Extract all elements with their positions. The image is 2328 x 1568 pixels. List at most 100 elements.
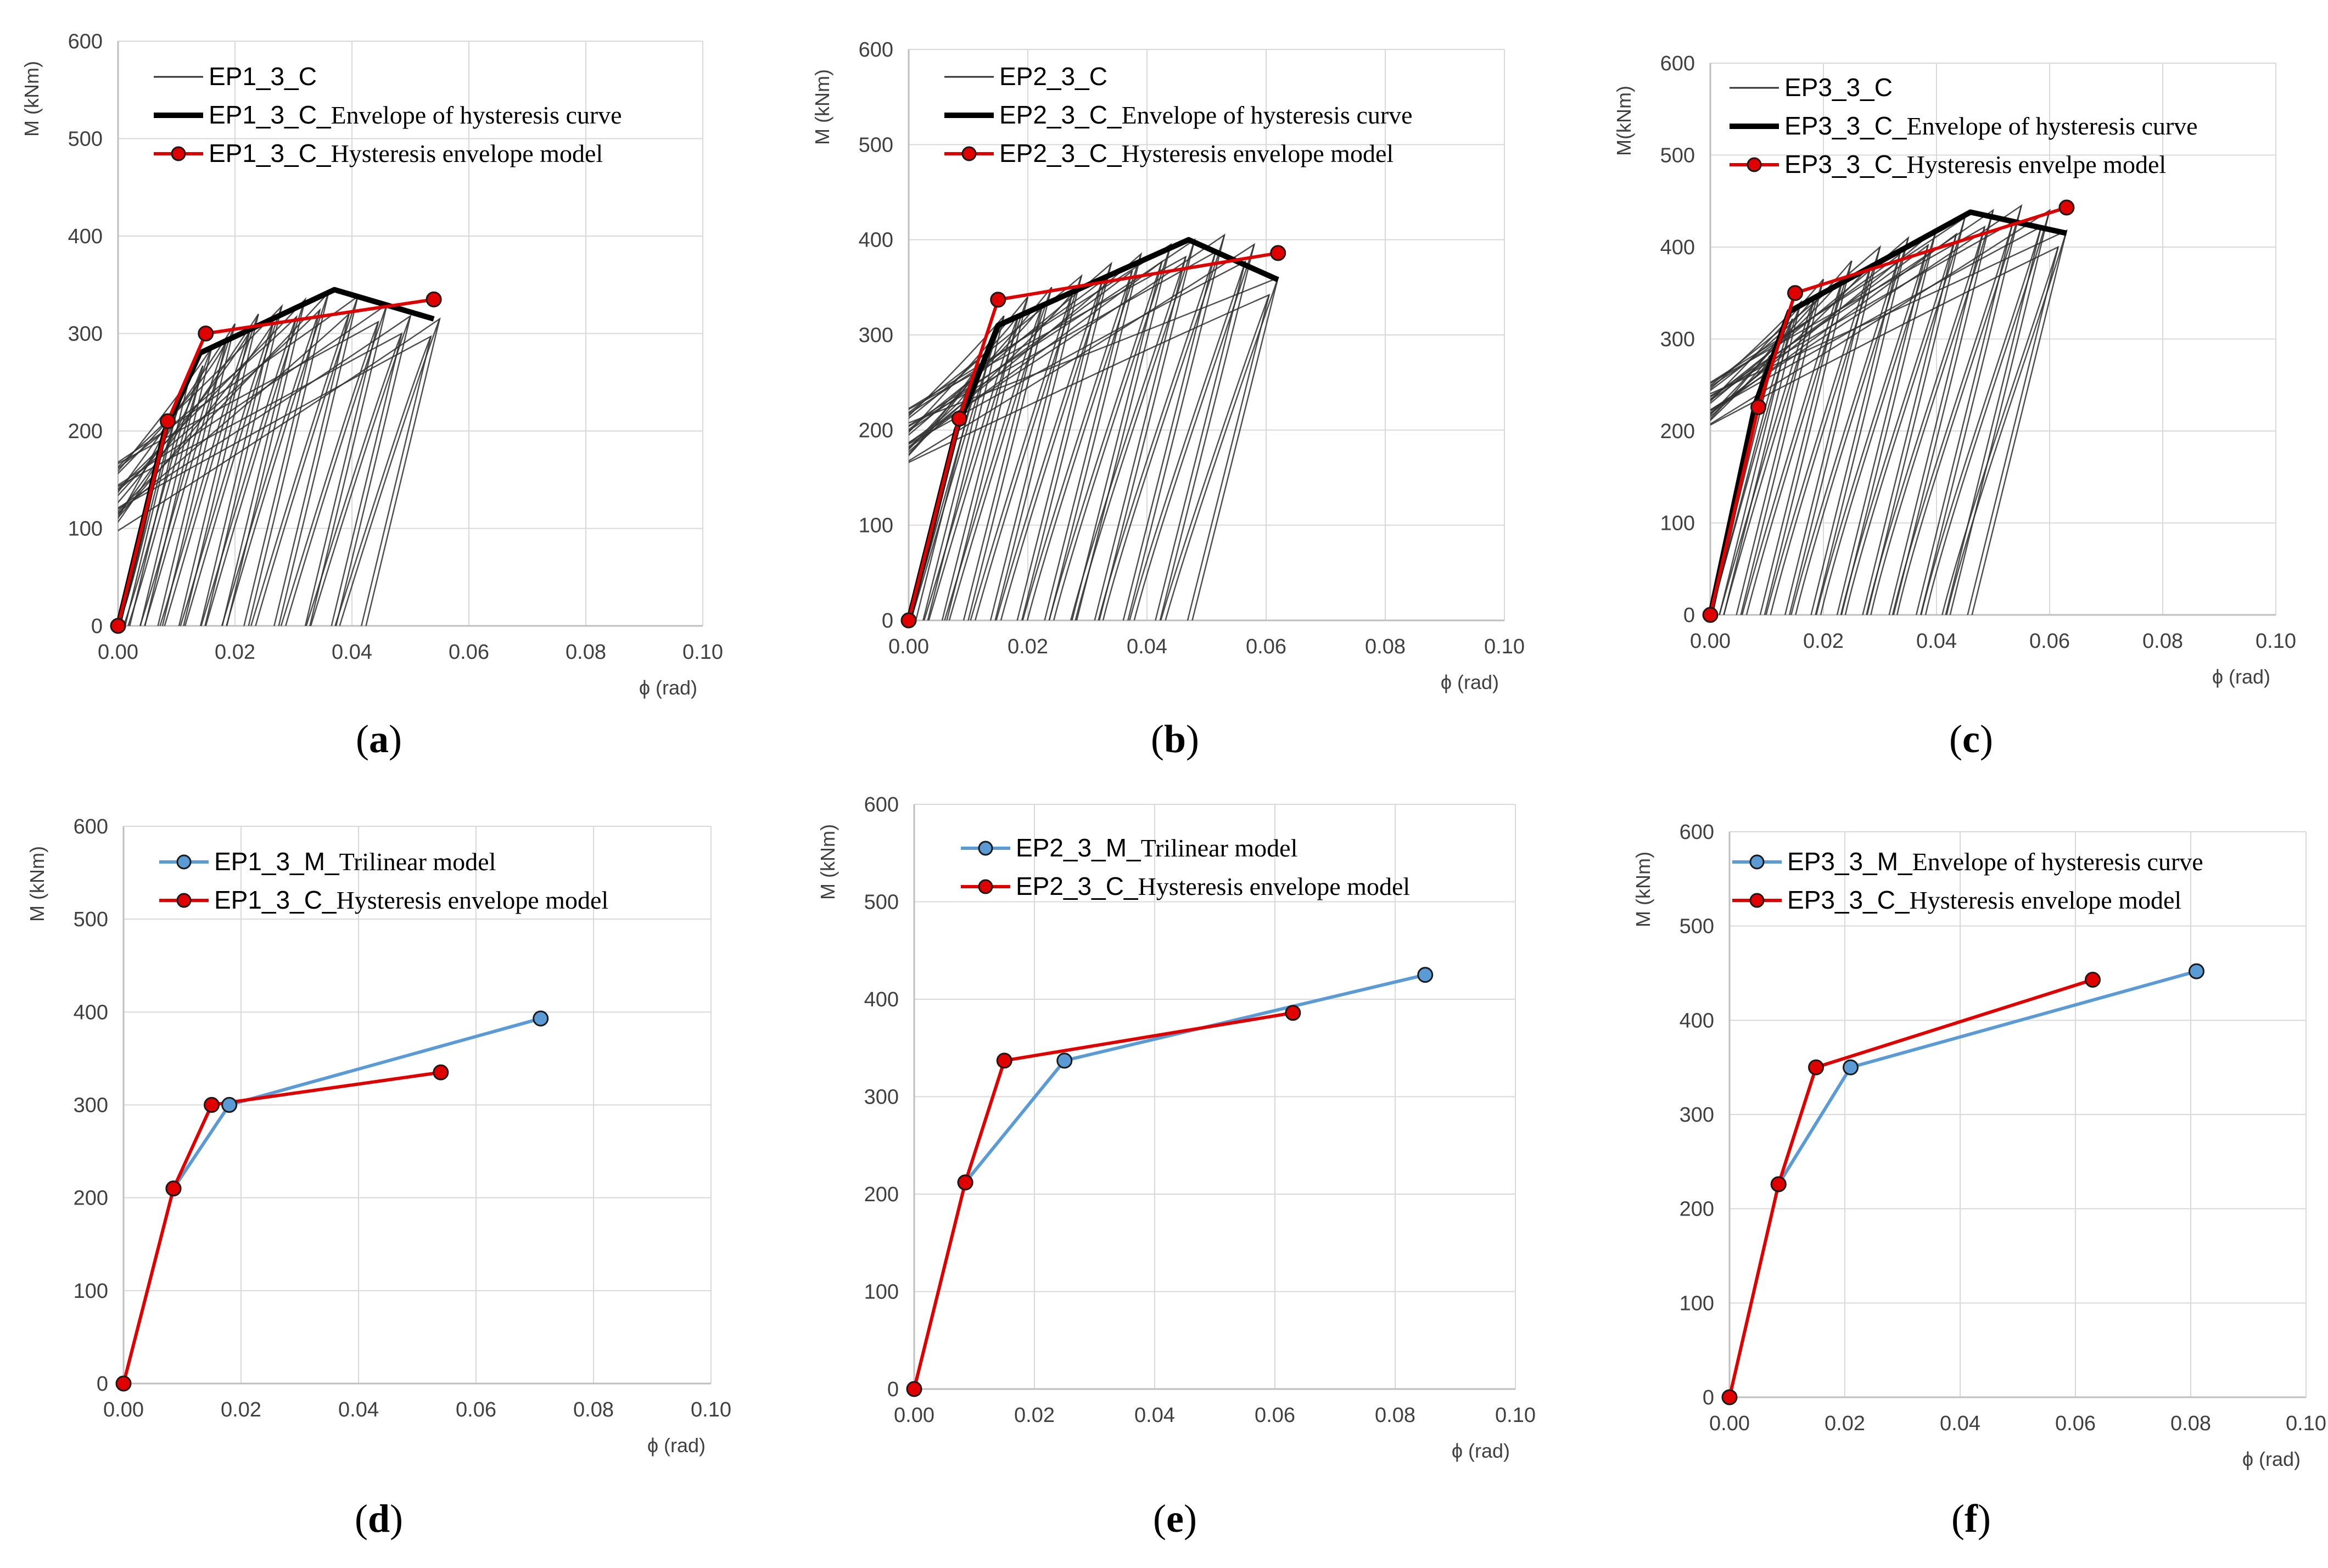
x-axis-title: ϕ (rad): [639, 676, 697, 699]
data-point-hysteresis_model: [1285, 1005, 1301, 1021]
hysteresis-cycle: [1710, 318, 1793, 615]
hysteresis-cycle: [226, 292, 329, 626]
y-tick-label: 0: [887, 1378, 899, 1401]
x-tick-label: 0.06: [1246, 635, 1286, 658]
x-tick-label: 0.06: [2029, 630, 2070, 653]
y-tick-label: 200: [1680, 1198, 1714, 1221]
hysteresis-cycle: [118, 317, 441, 626]
x-tick-label: 0.02: [221, 1398, 261, 1421]
x-tick-label: 0.04: [1916, 630, 1957, 653]
hysteresis-cycle: [118, 314, 412, 626]
hysteresis-cycle: [1710, 216, 1966, 615]
hysteresis-cycle: [1946, 230, 2068, 615]
legend-label: EP1_3_C_Hysteresis envelope model: [209, 139, 603, 167]
x-axis-title: ϕ (rad): [647, 1434, 706, 1457]
hysteresis-cycle: [1892, 222, 2014, 615]
x-tick-label: 0.10: [2286, 1412, 2326, 1435]
chart-caption: (c): [1949, 717, 1993, 761]
x-tick-label: 0.02: [1825, 1412, 1865, 1435]
hysteresis-cycle: [184, 306, 283, 626]
hysteresis-cycle: [280, 321, 379, 626]
series-line-hysteresis_model: [913, 1011, 1294, 1390]
legend-label: EP2_3_C: [999, 62, 1107, 91]
x-tick-label: 0.04: [338, 1398, 379, 1421]
hysteresis-cycle: [118, 303, 388, 626]
data-point-hysteresis_model: [426, 291, 442, 307]
hysteresis-cycle: [974, 276, 1082, 620]
x-tick-label: 0.08: [2142, 630, 2183, 653]
data-point-hysteresis_model: [115, 1375, 132, 1392]
legend-marker: [978, 841, 993, 856]
legend-label: EP1_3_M_Trilinear model: [214, 847, 496, 876]
x-tick-label: 0.02: [1803, 630, 1844, 653]
hysteresis-cycle: [285, 304, 388, 626]
legend: EP2_3_C EP2_3_C_Envelope of hysteresis cu…: [944, 62, 1413, 167]
legend-label: EP3_3_C_Hysteresis envelpe model: [1784, 150, 2166, 178]
hysteresis-cycle: [1790, 254, 1901, 615]
data-point-hysteresis_model: [900, 612, 917, 629]
hysteresis-cycle: [1795, 237, 1909, 615]
chart-a: 0.00 0.02 0.04 0.06 0.08 0.10 0 100 200 300 400 500…: [20, 30, 723, 761]
y-tick-label: 500: [864, 891, 899, 914]
chart-caption: (d): [355, 1497, 403, 1541]
y-tick-label: 600: [1680, 821, 1714, 844]
y-tick-label: 200: [859, 419, 893, 442]
hysteresis-cycle: [118, 332, 403, 626]
hysteresis-cycle: [1741, 277, 1844, 615]
x-axis-title: ϕ (rad): [2212, 665, 2270, 688]
x-tick-label: 0.02: [1008, 635, 1048, 658]
hysteresis-cycle: [1710, 245, 2060, 615]
y-tick-label: 600: [74, 815, 108, 838]
y-tick-label: 500: [859, 133, 893, 156]
data-point-trilinear_model: [2189, 963, 2204, 979]
x-tick-label: 0.10: [691, 1398, 731, 1421]
hysteresis-cycle: [1710, 260, 1853, 615]
hysteresis-cycle: [159, 331, 250, 626]
y-tick-label: 500: [1680, 915, 1714, 938]
hysteresis-cycle: [118, 295, 359, 626]
legend-label: EP3_3_M_Envelope of hysteresis curve: [1787, 847, 2203, 876]
x-tick-label: 0.04: [1134, 1404, 1175, 1427]
y-tick-label: 400: [1660, 236, 1695, 259]
legend-marker: [171, 146, 186, 161]
data-point-hysteresis_model: [198, 326, 214, 341]
hysteresis-cycle: [909, 238, 1196, 620]
hysteresis-cycle: [1866, 226, 1985, 615]
data-point-trilinear_model: [1843, 1059, 1859, 1076]
data-point-hysteresis_model: [433, 1064, 449, 1080]
data-point-hysteresis_model: [1702, 607, 1719, 623]
y-tick-label: 300: [1660, 328, 1695, 351]
hysteresis-cycle: [1710, 225, 1986, 615]
legend-label: EP2_3_C_Hysteresis envelope model: [999, 139, 1394, 167]
x-tick-label: 0.08: [573, 1398, 614, 1421]
x-tick-label: 0.08: [1375, 1404, 1415, 1427]
legend-label: EP1_3_C_Envelope of hysteresis curve: [209, 100, 622, 129]
legend-marker: [961, 146, 977, 161]
y-tick-label: 100: [1680, 1292, 1714, 1315]
hysteresis-cycle: [1710, 209, 1994, 615]
y-tick-label: 400: [68, 225, 103, 248]
hysteresis-cycle: [221, 310, 321, 626]
hysteresis-cycle: [118, 315, 298, 626]
hysteresis-cycle: [1022, 271, 1133, 620]
x-axis-title: ϕ (rad): [1452, 1440, 1510, 1462]
series-line-hysteresis_model: [116, 298, 434, 626]
y-tick-label: 200: [1660, 420, 1695, 443]
x-tick-label: 0.10: [1484, 635, 1525, 658]
y-tick-label: 300: [1680, 1104, 1714, 1127]
chart-e: 0.00 0.02 0.04 0.06 0.08 0.10 0 100 200 300 400 500…: [816, 793, 1536, 1541]
hysteresis-cycle: [1920, 226, 2042, 615]
hysteresis-cycle: [1000, 263, 1112, 620]
y-axis-title: M (kNm): [26, 846, 48, 922]
y-tick-label: 300: [74, 1094, 108, 1117]
legend-label: EP3_3_C_Envelope of hysteresis curve: [1784, 111, 2198, 140]
hysteresis-cycle: [1723, 279, 1825, 615]
y-tick-label: 100: [74, 1280, 108, 1303]
hysteresis-cycle: [1053, 244, 1172, 620]
y-tick-label: 400: [864, 988, 899, 1011]
x-tick-label: 0.08: [566, 641, 606, 664]
y-tick-label: 0: [1683, 604, 1695, 627]
data-point-trilinear_model: [1056, 1052, 1073, 1069]
y-tick-label: 400: [859, 229, 893, 252]
